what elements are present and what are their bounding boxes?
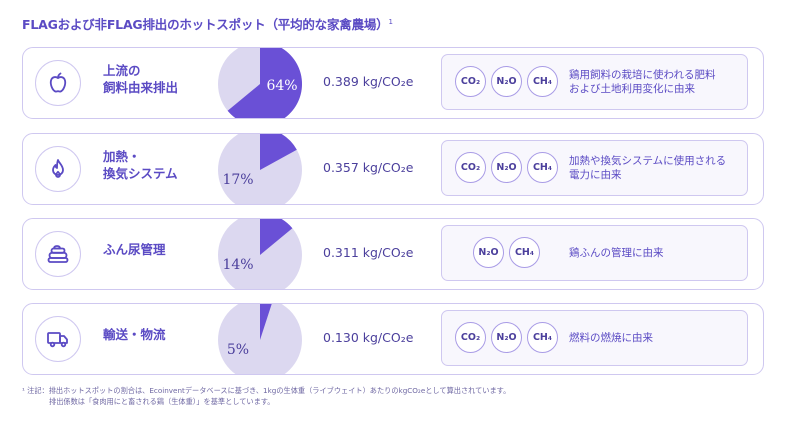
gas-badge: CH₄ [527,322,558,353]
pie-percent-label: 17% [222,172,253,188]
category-label: 上流の [103,63,141,78]
category-label: 輸送・物流 [103,327,166,342]
source-description: 電力に由来 [569,169,622,181]
category-label: ふん尿管理 [103,242,166,257]
gas-badge: CH₄ [527,152,558,183]
title-footnote-marker: 1 [388,17,393,26]
footnote: ¹ 注記：排出ホットスポットの割合は、Ecoinventデータベースに基づき、1… [22,385,510,407]
source-description: および土地利用変化に由来 [569,83,695,95]
gas-badge: N₂O [473,237,504,268]
gas-info-box: N₂O CH₄ 鶏ふんの管理に由来 [441,225,748,281]
gas-info-box: CO₂ N₂O CH₄ 加熱や換気システムに使用される 電力に由来 [441,140,748,196]
category-label: 飼料由来排出 [103,80,179,95]
gas-badge: CH₄ [509,237,540,268]
footnote-line: ¹ 注記：排出ホットスポットの割合は、Ecoinventデータベースに基づき、1… [22,386,511,395]
flame-icon [35,146,81,192]
gas-info-box: CO₂ N₂O CH₄ 燃料の燃焼に由来 [441,310,748,366]
footnote-line: 排出係数は「食肉用にと畜される鶏（生体重）」を基準としています。 [49,397,275,406]
category-label: 換気システム [103,166,178,181]
emission-value: 0.130 kg/CO₂e [323,330,414,345]
pie-share-slice [260,219,293,255]
gas-badge: N₂O [491,322,522,353]
source-description: 燃料の燃焼に由来 [569,332,653,344]
hotspot-card: ふん尿管理 14% 0.311 kg/CO₂e N₂O CH₄ 鶏ふんの管理に由来 [22,218,764,290]
gas-info-box: CO₂ N₂O CH₄ 鶏用飼料の栽培に使われる肥料 および土地利用変化に由来 [441,54,748,110]
emission-value: 0.357 kg/CO₂e [323,160,414,175]
share-pie-chart: 14% [200,217,304,291]
hotspot-card: 上流の飼料由来排出 64% 0.389 kg/CO₂e CO₂ N₂O CH₄ 鶏用飼料… [22,47,764,119]
gas-badge: N₂O [491,152,522,183]
gas-badge: N₂O [491,66,522,97]
source-description: 鶏用飼料の栽培に使われる肥料 [569,69,716,81]
source-description: 加熱や換気システムに使用される [569,155,727,167]
pie-share-slice [227,48,302,118]
hotspot-card: 加熱・換気システム 17% 0.357 kg/CO₂e CO₂ N₂O CH₄ 加熱や換… [22,133,764,205]
pie-percent-label: 5% [227,342,249,358]
gas-badge: CO₂ [455,66,486,97]
gas-badge: CO₂ [455,152,486,183]
pie-percent-label: 64% [266,78,297,94]
gas-badge: CH₄ [527,66,558,97]
source-description: 鶏ふんの管理に由来 [569,247,664,259]
share-pie-chart: 64% [200,46,304,120]
hotspot-card: 輸送・物流 5% 0.130 kg/CO₂e CO₂ N₂O CH₄ 燃料の燃焼に由来 [22,303,764,375]
share-pie-chart: 5% [200,302,304,376]
manure-icon [35,231,81,277]
share-pie-chart: 17% [200,132,304,206]
apple-icon [35,60,81,106]
pie-percent-label: 14% [222,257,253,273]
emission-value: 0.389 kg/CO₂e [323,74,414,89]
category-label: 加熱・ [103,149,141,164]
pie-share-slice [260,134,297,170]
page-title: FLAGおよび非FLAG排出のホットスポット（平均的な家禽農場）1 [22,17,393,32]
emission-value: 0.311 kg/CO₂e [323,245,414,260]
gas-badge: CO₂ [455,322,486,353]
truck-icon [35,316,81,362]
